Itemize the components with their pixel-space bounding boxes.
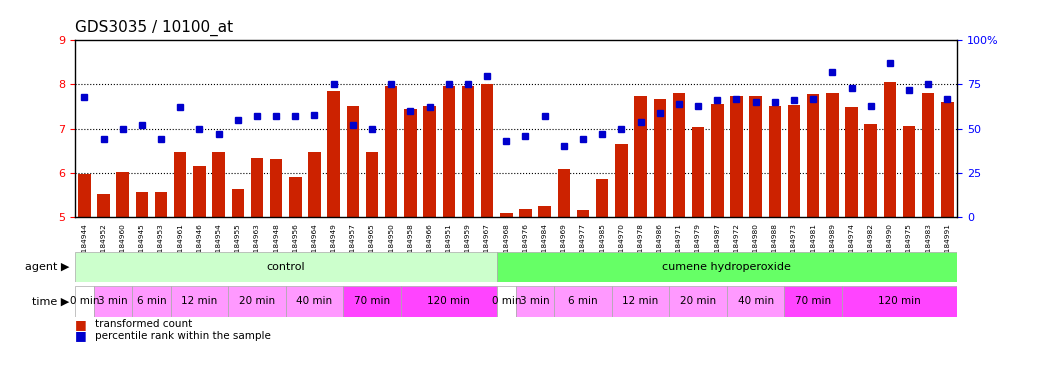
Bar (116, 172, 129, 217)
Text: 6 min: 6 min (568, 296, 598, 306)
Text: 40 min: 40 min (738, 296, 773, 306)
Text: 120 min: 120 min (428, 296, 470, 306)
Text: 120 min: 120 min (878, 296, 921, 306)
Text: GDS3035 / 10100_at: GDS3035 / 10100_at (75, 20, 233, 36)
Bar (903, 126, 916, 217)
Text: percentile rank within the sample: percentile rank within the sample (95, 331, 271, 341)
Text: 6 min: 6 min (137, 296, 166, 306)
Bar (768, 106, 781, 217)
Bar (539, 206, 551, 217)
Bar (174, 152, 187, 217)
Text: time ▶: time ▶ (32, 296, 70, 306)
Text: transformed count: transformed count (95, 319, 193, 329)
Bar (170, 286, 228, 317)
Text: 40 min: 40 min (297, 296, 332, 306)
Bar (577, 210, 590, 217)
Bar (98, 194, 110, 217)
Bar (554, 286, 611, 317)
Text: 20 min: 20 min (680, 296, 716, 306)
Text: agent ▶: agent ▶ (25, 262, 70, 272)
Bar (285, 286, 344, 317)
Bar (385, 86, 398, 217)
Text: cumene hydroperoxide: cumene hydroperoxide (662, 262, 791, 272)
Bar (93, 286, 132, 317)
Text: 70 min: 70 min (354, 296, 390, 306)
Bar (616, 144, 628, 217)
Bar (193, 166, 206, 217)
Bar (424, 106, 436, 217)
Bar (213, 152, 225, 217)
Bar (308, 152, 321, 217)
Bar (270, 159, 282, 217)
Bar (557, 169, 570, 217)
Text: ■: ■ (75, 329, 86, 343)
Bar (344, 286, 401, 317)
Bar (132, 286, 170, 317)
Bar (251, 158, 264, 217)
Text: 12 min: 12 min (623, 296, 659, 306)
Bar (136, 192, 148, 217)
Bar (497, 252, 957, 282)
Text: 12 min: 12 min (182, 296, 218, 306)
Bar (365, 152, 378, 217)
Text: ■: ■ (75, 318, 86, 331)
Bar (692, 127, 705, 217)
Bar (401, 286, 497, 317)
Bar (727, 286, 785, 317)
Bar (673, 93, 685, 217)
Bar (785, 286, 842, 317)
Bar (519, 209, 531, 217)
Bar (922, 93, 934, 217)
Text: 0 min: 0 min (70, 296, 99, 306)
Bar (75, 252, 497, 282)
Bar (228, 286, 285, 317)
Bar (730, 96, 743, 217)
Text: 70 min: 70 min (795, 296, 831, 306)
Bar (842, 286, 957, 317)
Bar (826, 93, 839, 217)
Text: 20 min: 20 min (239, 296, 275, 306)
Bar (442, 86, 455, 217)
Bar (845, 107, 857, 217)
Bar (883, 82, 896, 217)
Bar (497, 286, 516, 317)
Bar (807, 94, 819, 217)
Bar (500, 213, 513, 217)
Bar (289, 177, 302, 217)
Bar (347, 106, 359, 217)
Bar (941, 102, 954, 217)
Text: control: control (267, 262, 305, 272)
Bar (611, 286, 670, 317)
Text: 0 min: 0 min (492, 296, 521, 306)
Bar (670, 286, 727, 317)
Bar (155, 192, 167, 217)
Bar (462, 86, 474, 217)
Text: 3 min: 3 min (99, 296, 128, 306)
Bar (327, 91, 339, 217)
Bar (634, 96, 647, 217)
Bar (749, 96, 762, 217)
Bar (75, 286, 93, 317)
Bar (865, 124, 877, 217)
Bar (596, 179, 608, 217)
Bar (404, 109, 416, 217)
Bar (516, 286, 554, 317)
Bar (711, 104, 723, 217)
Text: 3 min: 3 min (520, 296, 550, 306)
Bar (481, 84, 493, 217)
Bar (231, 189, 244, 217)
Bar (78, 174, 90, 217)
Bar (788, 105, 800, 217)
Bar (654, 99, 666, 217)
